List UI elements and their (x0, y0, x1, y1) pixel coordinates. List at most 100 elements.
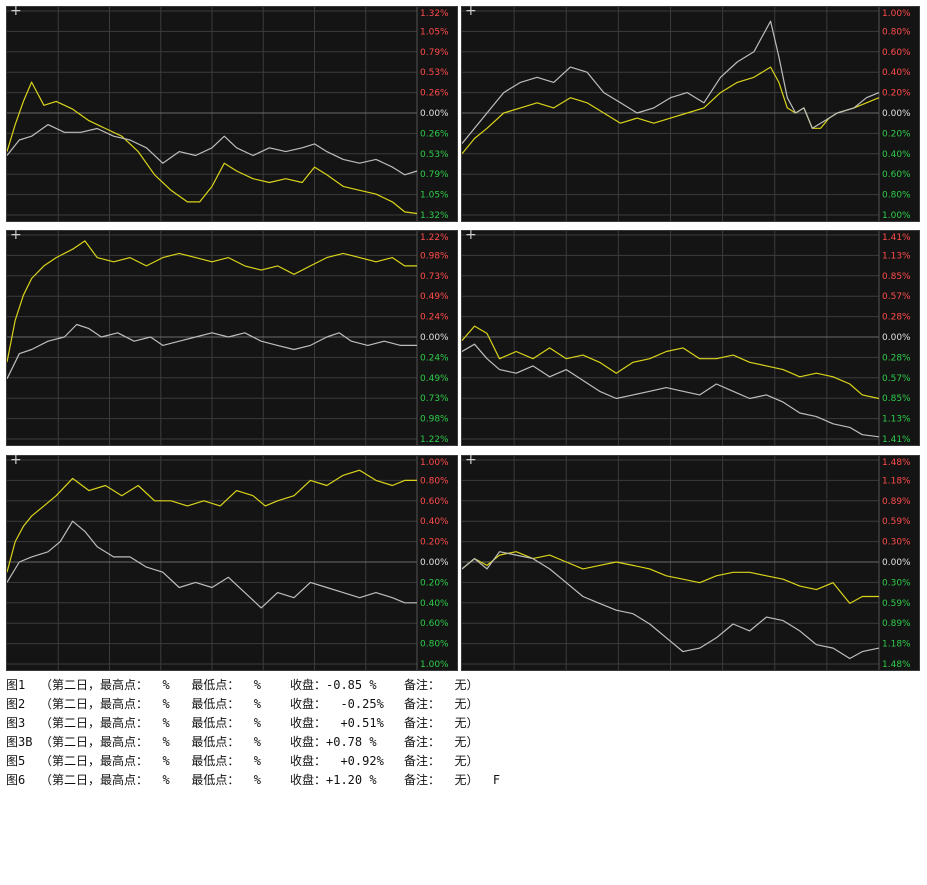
series-line-white (7, 123, 418, 176)
y-tick-label: 0.89% (882, 497, 911, 507)
y-tick-label: 1.22% (420, 435, 449, 445)
caption-line-3: 图3 （第二日，最高点： % 最低点： % 收盘： +0.51% 备注： 无） (6, 714, 921, 733)
y-tick-label: 0.59% (882, 599, 911, 609)
y-tick-label: 0.24% (420, 313, 449, 323)
chart-svg: 1.00% 0.80% 0.60% 0.40% 0.20% 0.00% 0.20% 0.40%… (462, 7, 911, 221)
caption-fig: 图6 (6, 773, 26, 787)
caption-close: 收盘：-0.85 % (290, 678, 377, 692)
series-line-white (7, 520, 417, 609)
y-tick-label: 0.85% (882, 272, 911, 282)
y-tick-label: 0.40% (882, 68, 911, 78)
y-tick-label: 0.80% (882, 191, 911, 201)
crosshair-icon[interactable]: + (10, 227, 22, 243)
chart-svg: 1.41% 1.13% 0.85% 0.57% 0.28% 0.00% 0.28% 0.57%… (462, 231, 911, 445)
crosshair-icon[interactable]: + (10, 3, 22, 19)
y-tick-label: 0.40% (420, 599, 449, 609)
y-tick-label: 1.18% (882, 640, 911, 650)
y-tick-label: 0.60% (882, 170, 911, 180)
caption-line-4: 图3B （第二日，最高点： % 最低点： % 收盘：+0.78 % 备注： 无） (6, 733, 921, 752)
caption-close: 收盘： -0.25% (290, 697, 384, 711)
caption-extremes: （第二日，最高点： % 最低点： % (40, 697, 262, 711)
caption-line-6: 图6 （第二日，最高点： % 最低点： % 收盘：+1.20 % 备注： 无） … (6, 771, 921, 790)
y-tick-label: 1.05% (420, 191, 449, 201)
y-tick-label: 0.26% (420, 89, 449, 99)
caption-extremes: （第二日，最高点： % 最低点： % (40, 716, 262, 730)
caption-line-1: 图1 （第二日，最高点： % 最低点： % 收盘：-0.85 % 备注： 无） (6, 676, 921, 695)
y-tick-label: 0.60% (882, 48, 911, 58)
chart-panel-1: 1.32% 1.05% 0.79% 0.53% 0.26% 0.00% 0.26% 0.53%… (6, 3, 458, 222)
caption-close: 收盘：+1.20 % (290, 773, 377, 787)
caption-fig: 图2 (6, 697, 26, 711)
y-tick-label: 0.20% (420, 578, 449, 588)
caption-extremes: （第二日，最高点： % 最低点： % (40, 678, 262, 692)
y-tick-label: 0.24% (420, 353, 449, 363)
y-tick-label: 1.32% (420, 211, 449, 221)
y-tick-label: 1.41% (882, 233, 911, 243)
y-tick-label: 0.00% (420, 109, 449, 119)
y-tick-label: 0.73% (420, 272, 449, 282)
y-tick-label: 0.00% (420, 333, 449, 343)
chart-panel-3b: 1.41% 1.13% 0.85% 0.57% 0.28% 0.00% 0.28% 0.57%… (461, 227, 920, 446)
y-tick-label: 1.13% (882, 415, 911, 425)
chart-panel-6: 1.48% 1.18% 0.89% 0.59% 0.30% 0.00% 0.30% 0.59%… (461, 452, 920, 671)
y-tick-label: 1.18% (882, 476, 911, 486)
y-tick-label: 0.80% (420, 476, 449, 486)
caption-fig: 图1 (6, 678, 26, 692)
chart-svg: 1.48% 1.18% 0.89% 0.59% 0.30% 0.00% 0.30% 0.59%… (462, 456, 911, 670)
y-tick-label: 0.59% (882, 517, 911, 527)
caption-note: 备注： 无） F (404, 773, 501, 787)
caption-close: 收盘： +0.51% (290, 716, 384, 730)
y-tick-label: 0.00% (420, 558, 449, 568)
y-tick-label: 0.26% (420, 129, 449, 139)
y-tick-label: 0.80% (882, 27, 911, 37)
y-tick-label: 0.98% (420, 251, 449, 261)
y-tick-label: 1.22% (420, 233, 449, 243)
chart-panel-3: 1.22% 0.98% 0.73% 0.49% 0.24% 0.00% 0.24% 0.49%… (6, 227, 458, 446)
chart-svg: 1.22% 0.98% 0.73% 0.49% 0.24% 0.00% 0.24% 0.49%… (7, 231, 449, 445)
caption-line-5: 图5 （第二日，最高点： % 最低点： % 收盘： +0.92% 备注： 无） (6, 752, 921, 771)
series-line-white (7, 323, 417, 380)
caption-line-2: 图2 （第二日，最高点： % 最低点： % 收盘： -0.25% 备注： 无） (6, 695, 921, 714)
y-tick-label: 1.48% (882, 458, 911, 468)
chart-panel-2: 1.00% 0.80% 0.60% 0.40% 0.20% 0.00% 0.20% 0.40%… (461, 3, 920, 222)
series-line-white (462, 551, 880, 660)
y-tick-label: 0.89% (882, 619, 911, 629)
y-tick-label: 1.00% (420, 458, 449, 468)
y-tick-label: 0.20% (882, 129, 911, 139)
y-tick-label: 0.30% (882, 578, 911, 588)
caption-fig: 图5 (6, 754, 26, 768)
y-tick-label: 0.85% (882, 394, 911, 404)
y-tick-label: 0.40% (882, 150, 911, 160)
crosshair-icon[interactable]: + (465, 3, 477, 19)
chart-svg: 1.32% 1.05% 0.79% 0.53% 0.26% 0.00% 0.26% 0.53%… (7, 7, 449, 221)
caption-extremes: （第二日，最高点： % 最低点： % (40, 754, 262, 768)
y-tick-label: 1.48% (882, 660, 911, 670)
y-tick-label: 0.00% (882, 333, 911, 343)
y-tick-label: 0.73% (420, 394, 449, 404)
y-tick-label: 0.57% (882, 374, 911, 384)
series-line-yellow (7, 469, 417, 573)
y-tick-label: 1.41% (882, 435, 911, 445)
caption-block: 图1 （第二日，最高点： % 最低点： % 收盘：-0.85 % 备注： 无） … (6, 676, 921, 790)
crosshair-icon[interactable]: + (10, 452, 22, 468)
y-tick-label: 1.05% (420, 27, 449, 37)
caption-note: 备注： 无） (404, 735, 479, 749)
caption-fig: 图3B (6, 735, 33, 749)
y-tick-label: 0.20% (420, 538, 449, 548)
y-tick-label: 0.79% (420, 48, 449, 58)
y-tick-label: 0.28% (882, 313, 911, 323)
chart-panel-5: 1.00% 0.80% 0.60% 0.40% 0.20% 0.00% 0.20% 0.40%… (6, 452, 458, 671)
y-tick-label: 0.80% (420, 640, 449, 650)
series-line-yellow (7, 81, 418, 215)
y-tick-label: 1.00% (882, 9, 911, 19)
series-line-yellow (7, 240, 417, 363)
caption-extremes: （第二日，最高点： % 最低点： % (40, 773, 262, 787)
y-tick-label: 1.00% (420, 660, 449, 670)
crosshair-icon[interactable]: + (465, 227, 477, 243)
crosshair-icon[interactable]: + (465, 452, 477, 468)
y-tick-label: 0.20% (882, 89, 911, 99)
y-tick-label: 0.79% (420, 170, 449, 180)
y-tick-label: 0.53% (420, 68, 449, 78)
caption-note: 备注： 无） (404, 754, 479, 768)
y-tick-label: 1.00% (882, 211, 911, 221)
